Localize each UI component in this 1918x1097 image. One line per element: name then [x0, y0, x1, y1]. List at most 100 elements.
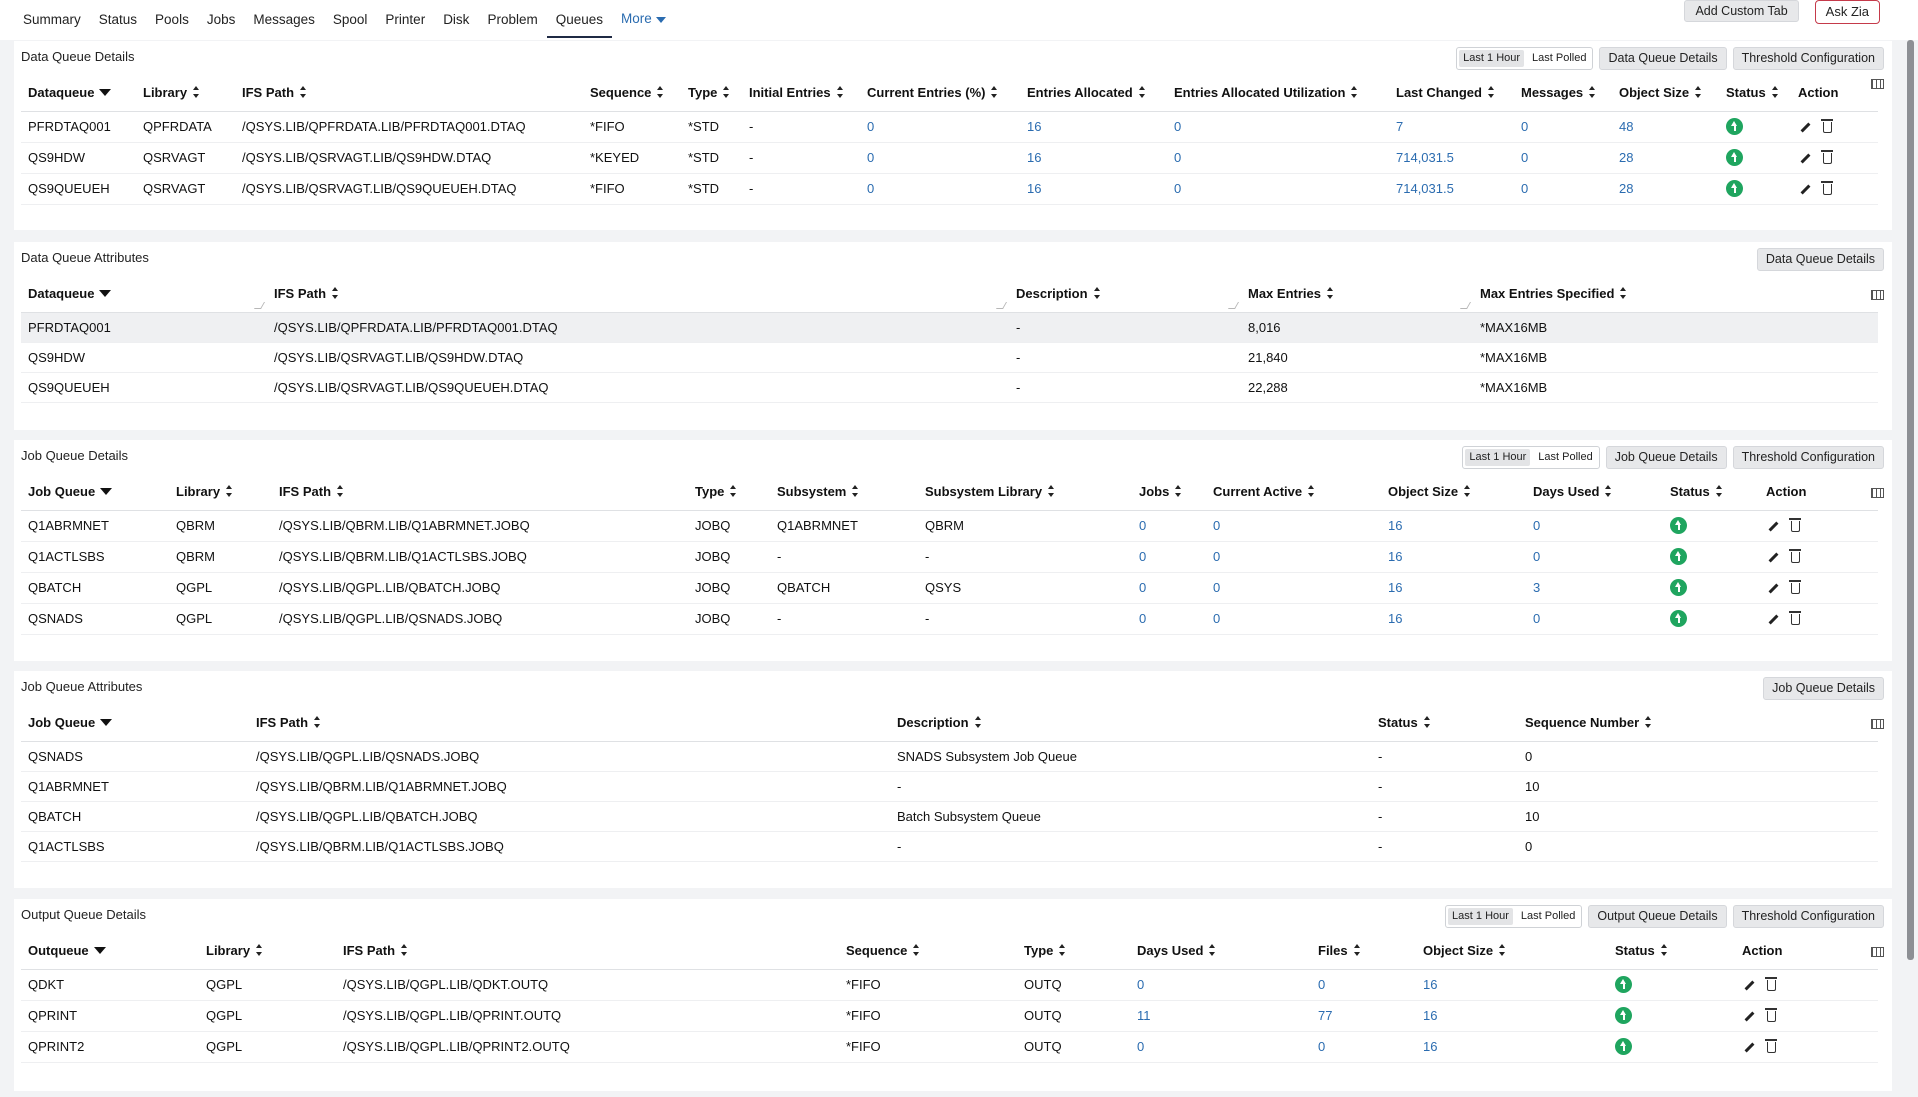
- table-cell[interactable]: 0: [1167, 111, 1389, 143]
- pencil-icon[interactable]: [1768, 584, 1778, 594]
- table-cell[interactable]: 16: [1416, 1000, 1608, 1032]
- trash-icon[interactable]: [1789, 580, 1801, 595]
- column-header-status[interactable]: Status: [1719, 75, 1791, 112]
- table-cell[interactable]: 16: [1020, 111, 1167, 143]
- column-header-messages[interactable]: Messages: [1514, 75, 1612, 112]
- table-cell[interactable]: 0: [1132, 603, 1206, 635]
- sort-icon[interactable]: [1695, 86, 1702, 99]
- column-resize-handle[interactable]: [253, 301, 266, 309]
- sort-icon[interactable]: [1351, 86, 1358, 99]
- pencil-icon[interactable]: [1744, 1043, 1754, 1053]
- time-range-toggle[interactable]: Last 1 Hour Last Polled: [1445, 905, 1583, 928]
- tab-jobs[interactable]: Jobs: [206, 12, 236, 27]
- column-chooser-icon[interactable]: [1871, 79, 1884, 89]
- sort-icon[interactable]: [1499, 944, 1506, 957]
- table-cell[interactable]: 0: [1514, 173, 1612, 205]
- tab-summary[interactable]: Summary: [23, 12, 81, 27]
- column-header-entries-allocated[interactable]: Entries Allocated: [1020, 75, 1167, 112]
- column-header-description[interactable]: Description: [1009, 276, 1241, 313]
- tab-problem[interactable]: Problem: [487, 12, 538, 27]
- table-row[interactable]: QBATCH/QSYS.LIB/QGPL.LIB/QBATCH.JOBQ Batc…: [21, 801, 1878, 832]
- column-resize-handle[interactable]: [1459, 301, 1472, 309]
- threshold-configuration-button[interactable]: Threshold Configuration: [1732, 446, 1884, 469]
- table-cell[interactable]: 0: [1206, 603, 1381, 635]
- page-scrollbar[interactable]: [1904, 40, 1918, 1097]
- trash-icon[interactable]: [1765, 977, 1777, 992]
- tab-printer[interactable]: Printer: [385, 12, 426, 27]
- table-cell[interactable]: 0: [1526, 510, 1663, 542]
- sort-icon[interactable]: [1715, 485, 1723, 498]
- sort-icon[interactable]: [852, 485, 859, 498]
- table-cell[interactable]: 0: [860, 111, 1020, 143]
- trash-icon[interactable]: [1789, 518, 1801, 533]
- column-header-type[interactable]: Type: [688, 474, 770, 511]
- column-header-jobs[interactable]: Jobs: [1132, 474, 1206, 511]
- column-header-sequence[interactable]: Sequence: [583, 75, 681, 112]
- tab-queues[interactable]: Queues: [546, 0, 613, 38]
- add-custom-tab-button[interactable]: Add Custom Tab: [1684, 0, 1799, 22]
- trash-icon[interactable]: [1821, 119, 1833, 134]
- table-cell[interactable]: 0: [1311, 969, 1416, 1001]
- column-header-action[interactable]: Action: [1791, 75, 1878, 112]
- table-cell[interactable]: 16: [1416, 1031, 1608, 1063]
- sort-icon[interactable]: [1138, 86, 1146, 99]
- column-header-days-used[interactable]: Days Used: [1130, 933, 1311, 970]
- last-polled-option[interactable]: Last Polled: [1532, 52, 1587, 64]
- column-header-last-changed[interactable]: Last Changed: [1389, 75, 1514, 112]
- column-header-ifs-path[interactable]: IFS Path: [336, 933, 839, 970]
- column-header-outqueue[interactable]: Outqueue: [21, 933, 199, 970]
- column-chooser-icon[interactable]: [1871, 488, 1884, 498]
- sort-icon[interactable]: [1048, 485, 1055, 498]
- tab-pools[interactable]: Pools: [155, 12, 189, 27]
- column-header-description[interactable]: Description: [890, 705, 1371, 742]
- sort-icon[interactable]: [300, 86, 307, 99]
- column-header-object-size[interactable]: Object Size: [1612, 75, 1719, 112]
- table-cell[interactable]: 16: [1381, 541, 1526, 573]
- column-header-initial-entries[interactable]: Initial Entries: [742, 75, 860, 112]
- table-row[interactable]: Q1ABRMNET QBRM/QSYS.LIB/QBRM.LIB/Q1ABRMNE…: [21, 510, 1878, 542]
- trash-icon[interactable]: [1789, 549, 1801, 564]
- table-row[interactable]: QS9QUEUEH QSRVAGT/QSYS.LIB/QSRVAGT.LIB/QS…: [21, 173, 1878, 205]
- table-row[interactable]: PFRDTAQ001/QSYS.LIB/QPFRDATA.LIB/PFRDTAQ…: [21, 312, 1878, 343]
- scrollbar-thumb[interactable]: [1907, 40, 1914, 960]
- job-queue-details-button[interactable]: Job Queue Details: [1763, 677, 1884, 700]
- table-cell[interactable]: 0: [1206, 541, 1381, 573]
- table-row[interactable]: QSNADS/QSYS.LIB/QGPL.LIB/QSNADS.JOBQ SNAD…: [21, 741, 1878, 772]
- trash-icon[interactable]: [1789, 611, 1801, 626]
- table-cell[interactable]: 7: [1389, 111, 1514, 143]
- pencil-icon[interactable]: [1800, 154, 1810, 164]
- sort-descending-icon[interactable]: [99, 290, 112, 298]
- trash-icon[interactable]: [1765, 1039, 1777, 1054]
- pencil-icon[interactable]: [1744, 1012, 1754, 1022]
- sort-icon[interactable]: [657, 86, 664, 99]
- pencil-icon[interactable]: [1800, 123, 1810, 133]
- sort-icon[interactable]: [974, 716, 982, 729]
- table-cell[interactable]: 16: [1381, 510, 1526, 542]
- sort-icon[interactable]: [332, 287, 339, 300]
- tab-spool[interactable]: Spool: [332, 12, 368, 27]
- table-row[interactable]: PFRDTAQ001 QPFRDATA/QSYS.LIB/QPFRDATA.LIB…: [21, 111, 1878, 143]
- threshold-configuration-button[interactable]: Threshold Configuration: [1732, 47, 1884, 70]
- table-cell[interactable]: 0: [1167, 142, 1389, 174]
- table-cell[interactable]: 0: [1130, 969, 1311, 1001]
- table-row[interactable]: Q1ABRMNET/QSYS.LIB/QBRM.LIB/Q1ABRMNET.JO…: [21, 771, 1878, 802]
- table-cell[interactable]: 48: [1612, 111, 1719, 143]
- time-range-toggle[interactable]: Last 1 Hour Last Polled: [1462, 446, 1600, 469]
- table-row[interactable]: Q1ACTLSBS QBRM/QSYS.LIB/QBRM.LIB/Q1ACTLSB…: [21, 541, 1878, 573]
- table-row[interactable]: QS9HDW QSRVAGT/QSYS.LIB/QSRVAGT.LIB/QS9HD…: [21, 142, 1878, 174]
- last-polled-option[interactable]: Last Polled: [1538, 451, 1593, 463]
- job-queue-details-button[interactable]: Job Queue Details: [1605, 446, 1727, 469]
- table-cell[interactable]: 0: [1311, 1031, 1416, 1063]
- sort-icon[interactable]: [723, 86, 730, 99]
- table-row[interactable]: QPRINT QGPL/QSYS.LIB/QGPL.LIB/QPRINT.OUTQ…: [21, 1000, 1878, 1032]
- table-cell[interactable]: 0: [1132, 572, 1206, 604]
- sort-icon[interactable]: [1326, 287, 1334, 300]
- column-header-sequence-number[interactable]: Sequence Number: [1518, 705, 1878, 742]
- sort-icon[interactable]: [256, 944, 263, 957]
- column-header-ifs-path[interactable]: IFS Path: [272, 474, 688, 511]
- column-header-object-size[interactable]: Object Size: [1416, 933, 1608, 970]
- table-cell[interactable]: 714,031.5: [1389, 142, 1514, 174]
- column-header-action[interactable]: Action: [1735, 933, 1878, 970]
- trash-icon[interactable]: [1765, 1008, 1777, 1023]
- column-header-library[interactable]: Library: [199, 933, 336, 970]
